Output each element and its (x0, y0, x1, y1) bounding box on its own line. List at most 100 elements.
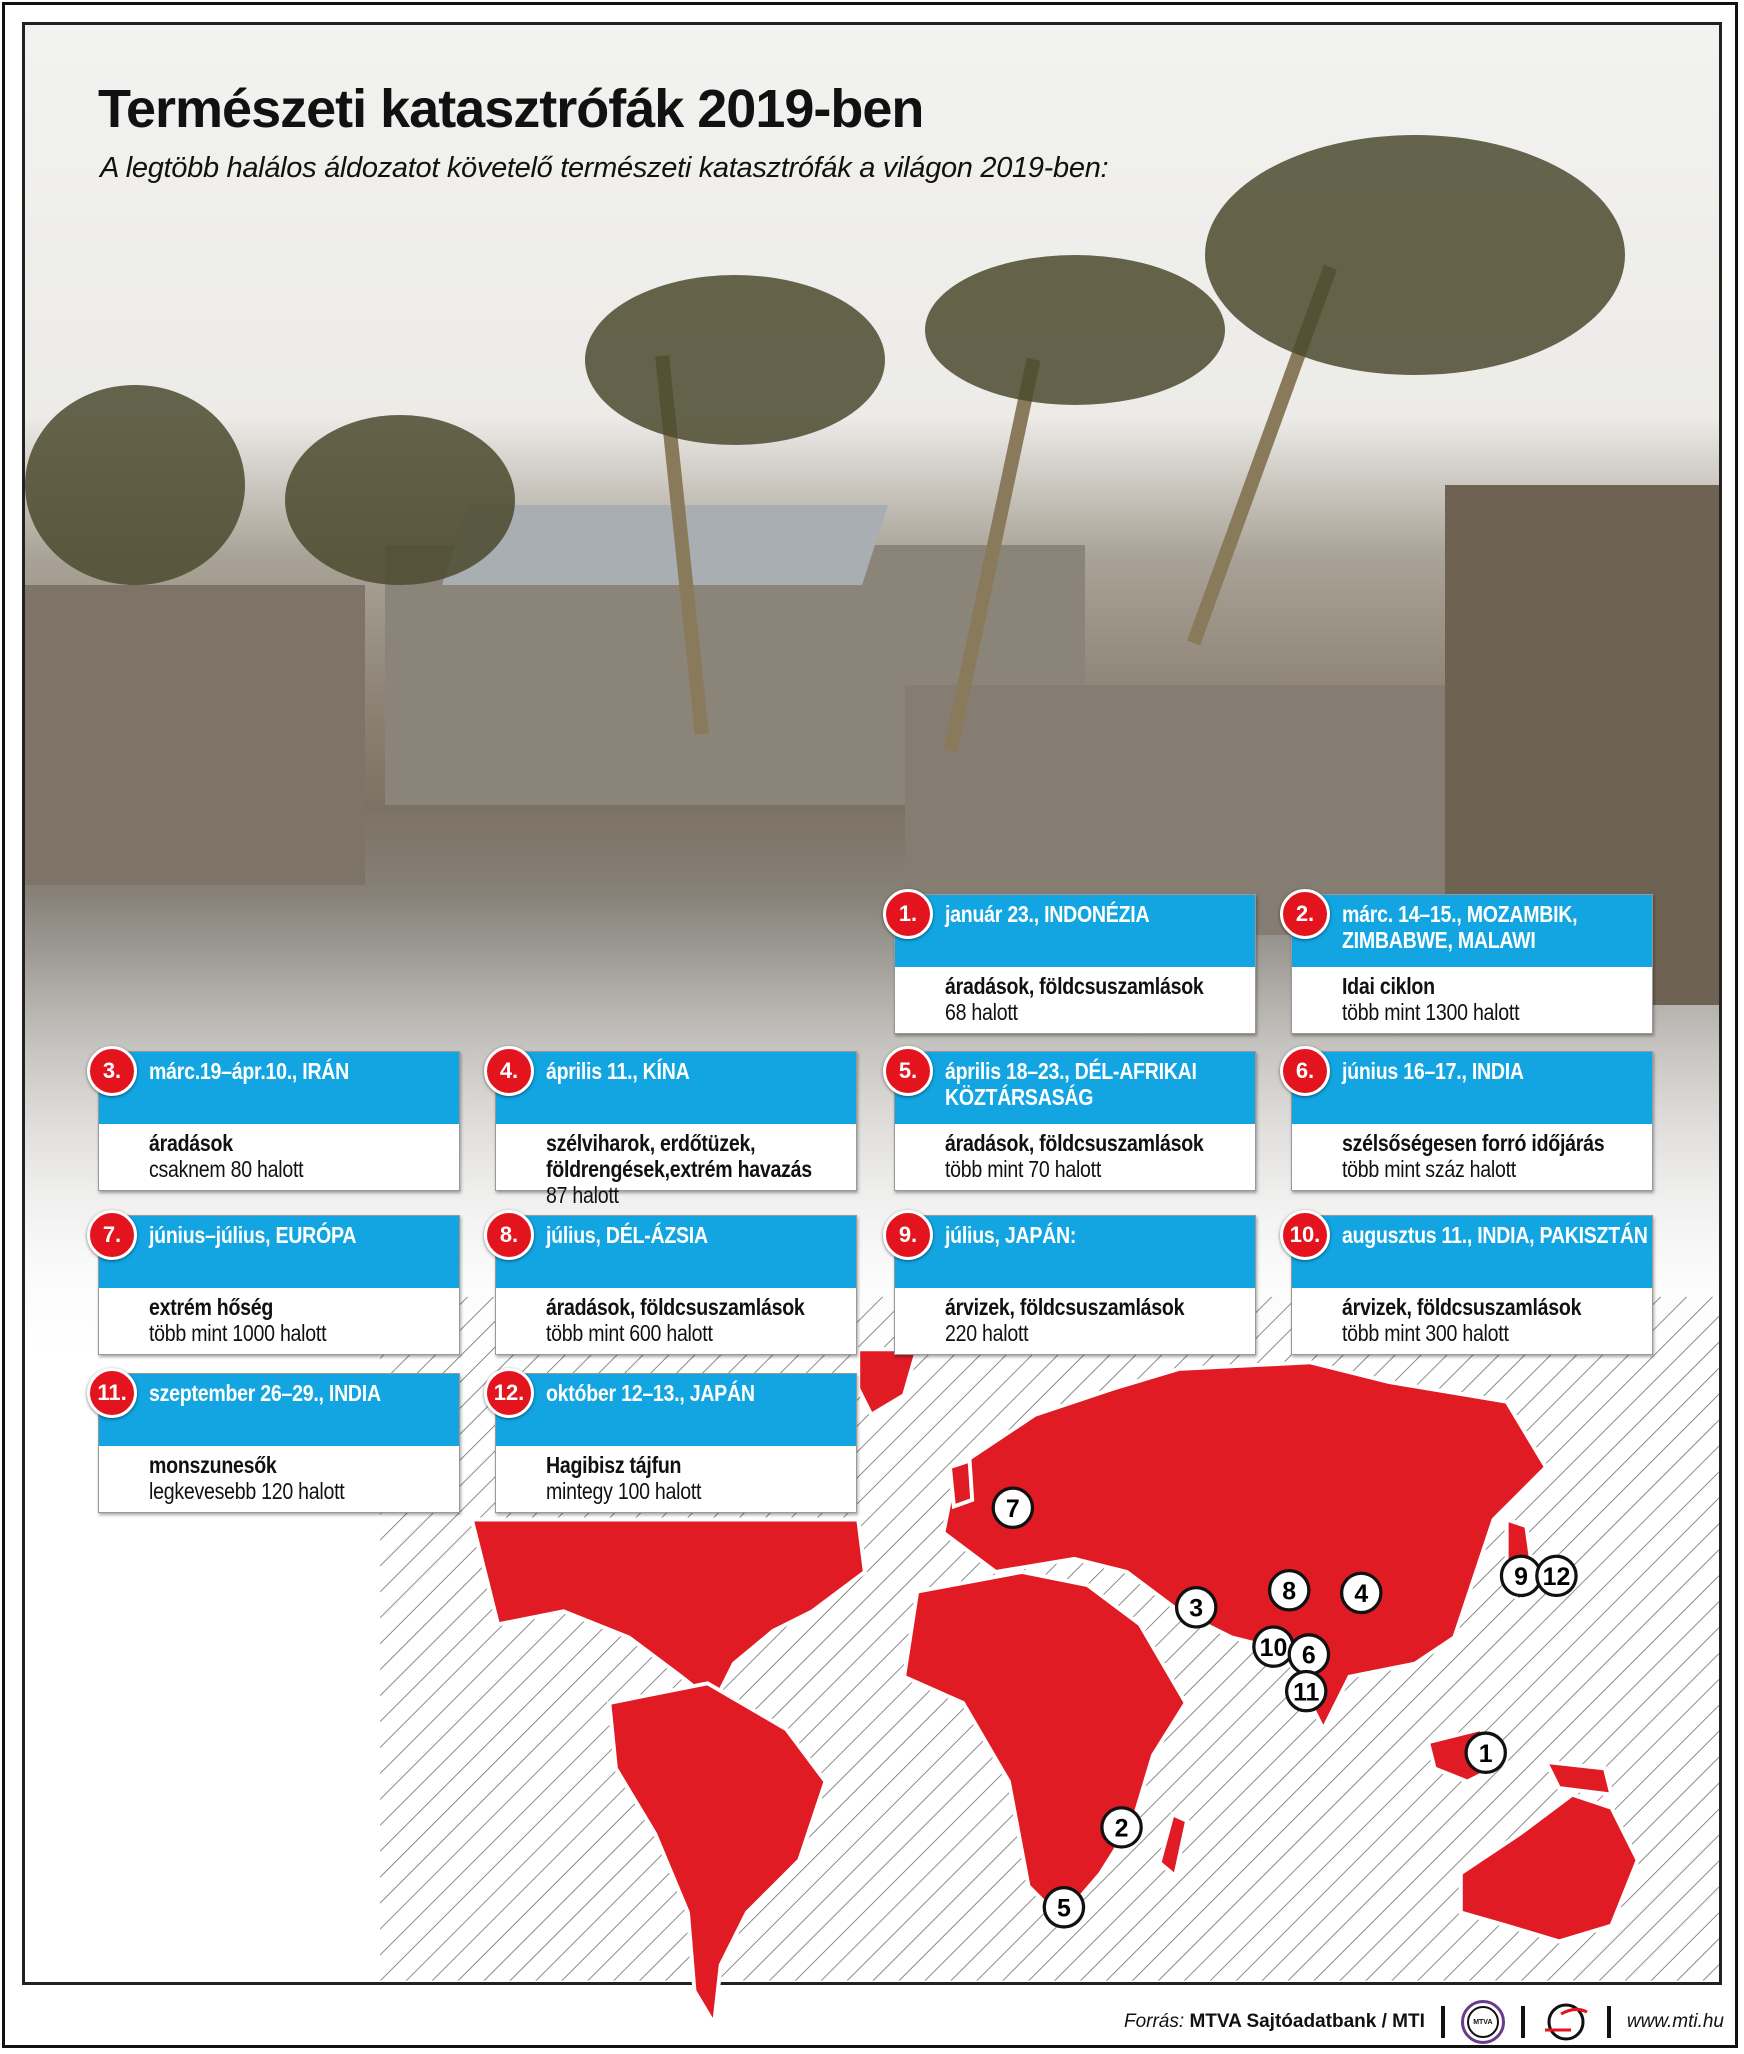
event-header: augusztus 11., INDIA, PAKISZTÁN (1292, 1216, 1652, 1288)
map-marker-label: 1 (1479, 1740, 1493, 1768)
map-marker: 10 (1252, 1625, 1295, 1668)
event-box: 11. szeptember 26–29., INDIA monszunesők… (87, 1368, 460, 1513)
map-marker-label: 12 (1543, 1563, 1571, 1591)
event-number-badge: 11. (87, 1368, 137, 1418)
map-marker: 9 (1499, 1554, 1543, 1598)
map-marker-label: 8 (1282, 1577, 1296, 1605)
event-body: Hagibisz tájfun mintegy 100 halott (496, 1446, 856, 1504)
event-body: szélviharok, erdőtüzek, földrengések,ext… (496, 1124, 856, 1208)
event-box: 7. június–július, EURÓPA extrém hőség töb… (87, 1210, 460, 1355)
event-deaths: több mint száz halott (1342, 1156, 1516, 1182)
event-box: 8. július, DÉL-ÁZSIA áradások, földcsusz… (484, 1210, 857, 1355)
event-number-badge: 8. (484, 1210, 534, 1260)
event-deaths: több mint 70 halott (945, 1156, 1102, 1182)
event-type: áradások, földcsuszamlások (546, 1294, 805, 1320)
divider (1440, 2006, 1445, 2038)
event-box: 10. augusztus 11., INDIA, PAKISZTÁN árvi… (1280, 1210, 1653, 1355)
event-box: 2. márc. 14–15., MOZAMBIK, ZIMBABWE, MAL… (1280, 889, 1653, 1034)
event-type: monszunesők (149, 1452, 277, 1478)
event-number-badge: 6. (1280, 1046, 1330, 1096)
event-type: extrém hőség (149, 1294, 274, 1320)
event-deaths: több mint 300 halott (1342, 1320, 1509, 1346)
event-header: július, JAPÁN: (895, 1216, 1255, 1288)
page-subtitle: A legtöbb halálos áldozatot követelő ter… (100, 152, 1109, 184)
event-deaths: 68 halott (945, 999, 1018, 1025)
event-header: szeptember 26–29., INDIA (99, 1374, 459, 1446)
event-type: áradások, földcsuszamlások (945, 1130, 1204, 1156)
event-number-badge: 4. (484, 1046, 534, 1096)
event-type: áradások, földcsuszamlások (945, 973, 1204, 999)
event-header: július, DÉL-ÁZSIA (496, 1216, 856, 1288)
event-header: június–július, EURÓPA (99, 1216, 459, 1288)
website-url: www.mti.hu (1626, 2011, 1724, 2032)
map-marker: 6 (1287, 1633, 1331, 1676)
map-marker: 7 (991, 1486, 1035, 1530)
mti-logo (1544, 2003, 1588, 2041)
map-marker: 4 (1339, 1571, 1383, 1615)
map-marker-label: 5 (1057, 1894, 1071, 1922)
event-header-text: június 16–17., INDIA (1342, 1058, 1524, 1084)
map-marker-label: 9 (1514, 1563, 1528, 1591)
event-number-badge: 10. (1280, 1210, 1330, 1260)
event-header-text: április 18–23., DÉL-AFRIKAI KÖZTÁRSASÁG (945, 1058, 1197, 1110)
event-body: árvizek, földcsuszamlások 220 halott (895, 1288, 1255, 1346)
event-number-badge: 3. (87, 1046, 137, 1096)
event-header: márc. 14–15., MOZAMBIK, ZIMBABWE, MALAWI (1292, 895, 1652, 967)
event-header: április 11., KÍNA (496, 1052, 856, 1124)
event-box: 1. január 23., INDONÉZIA áradások, földc… (883, 889, 1256, 1034)
event-box: 9. július, JAPÁN: árvizek, földcsuszamlá… (883, 1210, 1256, 1355)
map-marker-label: 6 (1302, 1642, 1316, 1670)
footer: Forrás: MTVA Sajtóadatbank / MTI MTVA ww… (1124, 2000, 1724, 2044)
map-marker-label: 10 (1260, 1634, 1288, 1662)
event-deaths: több mint 600 halott (546, 1320, 713, 1346)
event-number-badge: 12. (484, 1368, 534, 1418)
event-number-badge: 2. (1280, 889, 1330, 939)
event-body: áradások, földcsuszamlások több mint 70 h… (895, 1124, 1255, 1182)
event-body: áradások csaknem 80 halott (99, 1124, 459, 1182)
event-body: szélsőségesen forró időjárás több mint sz… (1292, 1124, 1652, 1182)
event-body: monszunesők legkevesebb 120 halott (99, 1446, 459, 1504)
event-type: áradások (149, 1130, 233, 1156)
event-header-text: június–július, EURÓPA (149, 1222, 357, 1248)
event-box: 3. márc.19–ápr.10., IRÁN áradások csaknem… (87, 1046, 460, 1191)
event-box: 5. április 18–23., DÉL-AFRIKAI KÖZTÁRSAS… (883, 1046, 1256, 1191)
map-marker: 5 (1042, 1885, 1086, 1929)
event-deaths: 220 halott (945, 1320, 1029, 1346)
source-credit: Forrás: MTVA Sajtóadatbank / MTI (1123, 2011, 1425, 2032)
map-marker: 11 (1284, 1669, 1328, 1713)
event-deaths: több mint 1000 halott (149, 1320, 327, 1346)
map-marker: 8 (1267, 1568, 1311, 1612)
event-header-text: január 23., INDONÉZIA (945, 901, 1150, 927)
event-header-text: augusztus 11., INDIA, PAKISZTÁN (1342, 1222, 1648, 1248)
event-header-text: július, JAPÁN: (945, 1222, 1077, 1248)
map-marker: 3 (1174, 1586, 1218, 1629)
event-body: árvizek, földcsuszamlások több mint 300 h… (1292, 1288, 1652, 1346)
event-body: Idai ciklon több mint 1300 halott (1292, 967, 1652, 1025)
map-marker-label: 3 (1189, 1594, 1203, 1622)
event-header: október 12–13., JAPÁN (496, 1374, 856, 1446)
event-header: június 16–17., INDIA (1292, 1052, 1652, 1124)
page-title: Természeti katasztrófák 2019-ben (98, 79, 924, 139)
map-marker-label: 7 (1006, 1495, 1020, 1523)
event-type: szélsőségesen forró időjárás (1342, 1130, 1605, 1156)
event-box: 12. október 12–13., JAPÁN Hagibisz tájfu… (484, 1368, 857, 1513)
map-marker-label: 11 (1293, 1678, 1319, 1706)
event-deaths: mintegy 100 halott (546, 1478, 702, 1504)
event-body: áradások, földcsuszamlások 68 halott (895, 967, 1255, 1025)
event-number-badge: 9. (883, 1210, 933, 1260)
event-number-badge: 7. (87, 1210, 137, 1260)
event-type: Idai ciklon (1342, 973, 1435, 999)
event-header-text: július, DÉL-ÁZSIA (546, 1222, 708, 1248)
map-marker: 12 (1535, 1554, 1578, 1598)
mtva-logo: MTVA (1460, 2000, 1505, 2044)
event-number-badge: 5. (883, 1046, 933, 1096)
event-header: január 23., INDONÉZIA (895, 895, 1255, 967)
divider (1520, 2006, 1525, 2038)
event-body: extrém hőség több mint 1000 halott (99, 1288, 459, 1346)
event-deaths: legkevesebb 120 halott (149, 1478, 345, 1504)
event-header-text: április 11., KÍNA (546, 1058, 690, 1084)
event-box: 6. június 16–17., INDIA szélsőségesen fo… (1280, 1046, 1653, 1191)
event-header: április 18–23., DÉL-AFRIKAI KÖZTÁRSASÁG (895, 1052, 1255, 1124)
